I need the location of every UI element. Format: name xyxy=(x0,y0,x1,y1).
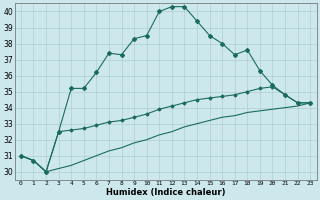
X-axis label: Humidex (Indice chaleur): Humidex (Indice chaleur) xyxy=(106,188,225,197)
